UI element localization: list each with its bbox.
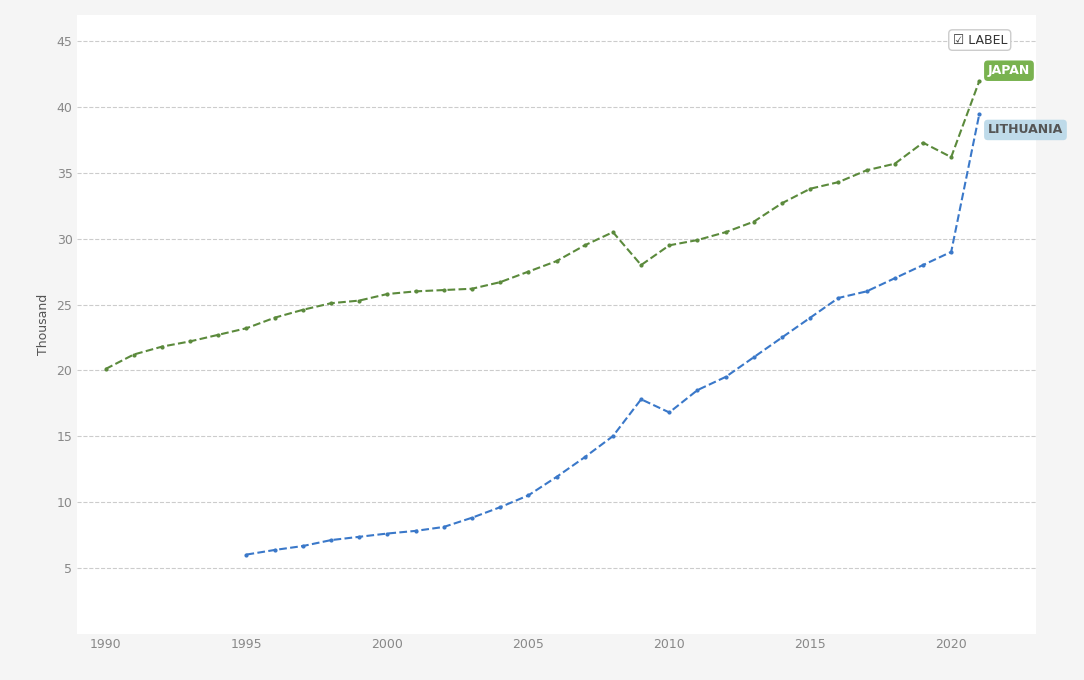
Y-axis label: Thousand: Thousand — [37, 294, 50, 355]
Text: LITHUANIA: LITHUANIA — [988, 124, 1063, 137]
Text: ☑ LABEL: ☑ LABEL — [953, 33, 1007, 46]
Text: JAPAN: JAPAN — [988, 64, 1030, 78]
